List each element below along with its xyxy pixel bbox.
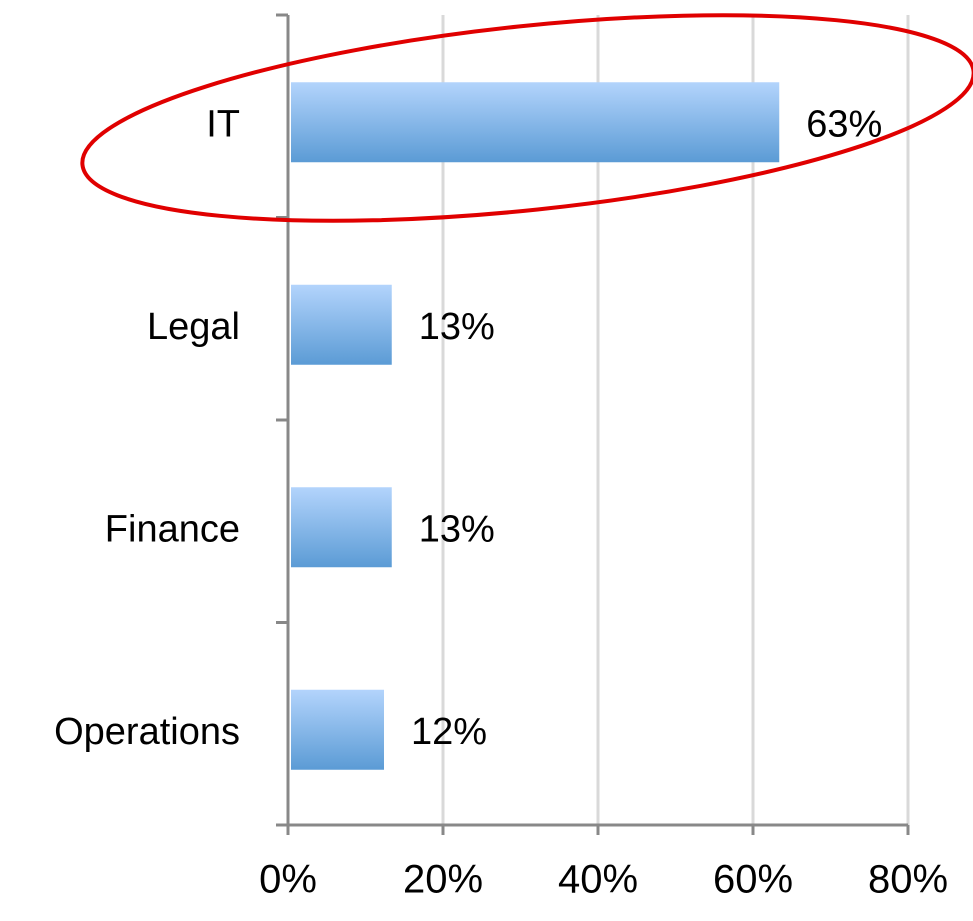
x-tick-label: 80% xyxy=(868,858,948,902)
marks: IT 63% Legal 13% Finance 13% Operations 12% xyxy=(54,82,882,770)
grid: 0% 20% 40% 60% 80% xyxy=(259,13,948,902)
bar xyxy=(291,689,384,770)
value-label: 13% xyxy=(419,306,495,348)
value-label: 12% xyxy=(411,711,487,753)
x-tick-label: 40% xyxy=(558,858,638,902)
y-tick-label: Operations xyxy=(54,711,240,753)
highlight-ellipse xyxy=(80,13,973,223)
value-label: 63% xyxy=(806,103,882,145)
bar xyxy=(291,284,392,365)
x-tick-label: 0% xyxy=(259,858,317,902)
value-label: 13% xyxy=(419,508,495,550)
bar xyxy=(291,487,392,568)
x-tick-label: 60% xyxy=(713,858,793,902)
x-tick-label: 20% xyxy=(403,858,483,902)
y-tick-label: IT xyxy=(206,103,240,145)
y-tick-label: Finance xyxy=(105,508,240,550)
y-tick-label: Legal xyxy=(147,306,240,348)
bar xyxy=(291,82,780,163)
